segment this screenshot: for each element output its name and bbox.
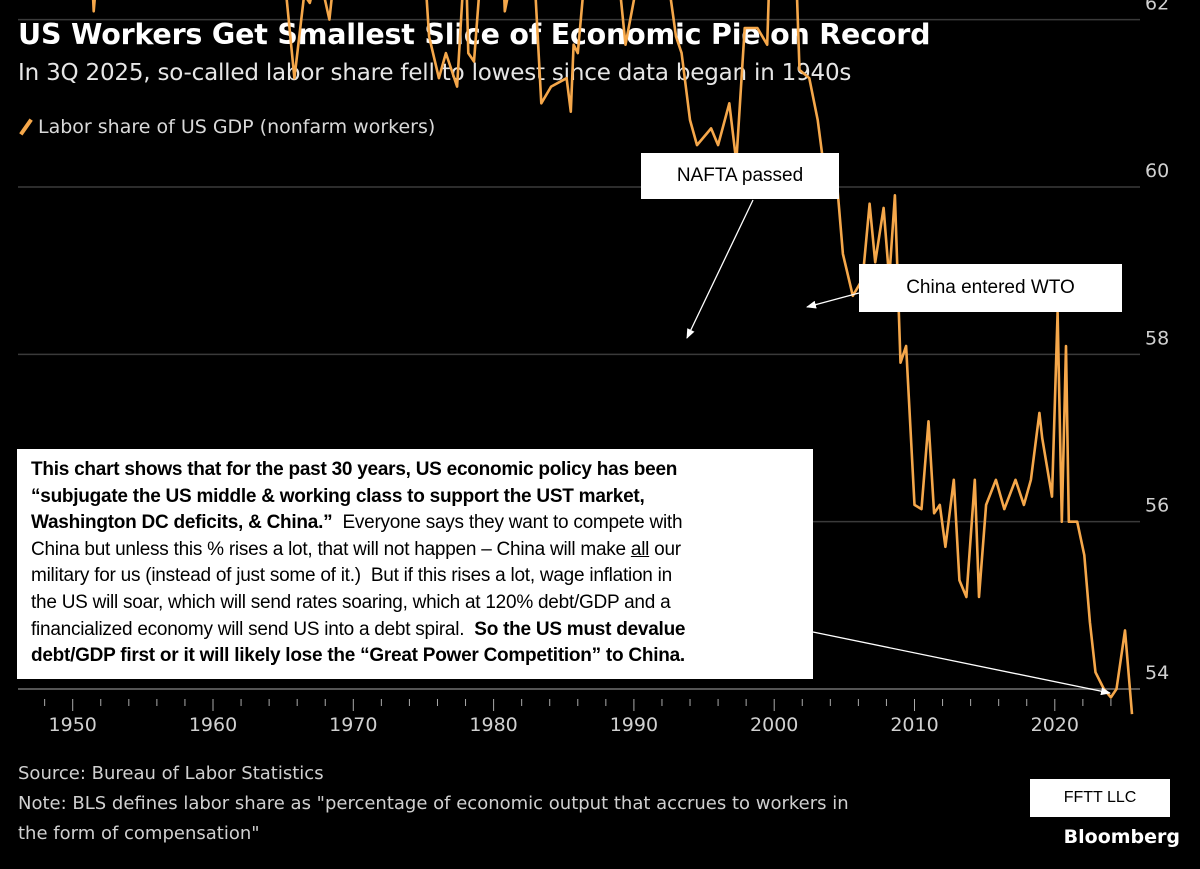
commentary-line: China but unless this % rises a lot, tha… <box>31 537 813 564</box>
x-tick-label: 2000 <box>750 714 798 736</box>
definition-note-line2: the form of compensation" <box>18 823 260 844</box>
x-tick-label: 1950 <box>49 714 97 736</box>
commentary-line: debt/GDP first or it will likely lose th… <box>31 643 813 670</box>
commentary-text: Washington DC deficits, & China.” <box>31 512 332 533</box>
y-tick-label: 54 <box>1145 662 1169 684</box>
commentary-text: all <box>631 539 649 560</box>
commentary-line: financialized economy will send US into … <box>31 617 813 644</box>
line-chart: 66%6462605856541950196019701980199020002… <box>0 0 1200 869</box>
y-tick-label: 58 <box>1145 327 1169 349</box>
wto-arrow <box>807 293 859 307</box>
commentary-text: “subjugate the US middle & working class… <box>31 486 645 507</box>
commentary-line: This chart shows that for the past 30 ye… <box>31 457 813 484</box>
y-tick-label: 62 <box>1145 0 1169 15</box>
commentary-line: “subjugate the US middle & working class… <box>31 484 813 511</box>
commentary-text: debt/GDP first or it will likely lose th… <box>31 645 685 666</box>
nafta-arrow <box>687 200 753 338</box>
annotation-china-wto: China entered WTO <box>859 264 1122 312</box>
commentary-text: China but unless this % rises a lot, tha… <box>31 539 631 560</box>
y-tick-label: 60 <box>1145 160 1169 182</box>
commentary-line: Washington DC deficits, & China.” Everyo… <box>31 510 813 537</box>
x-tick-label: 1990 <box>610 714 658 736</box>
commentary-arrow <box>813 632 1110 693</box>
commentary-box: This chart shows that for the past 30 ye… <box>17 449 813 679</box>
bloomberg-logo: Bloomberg <box>1064 826 1180 848</box>
commentary-text: This chart shows that for the past 30 ye… <box>31 459 677 480</box>
commentary-text: military for us (instead of just some of… <box>31 565 672 586</box>
commentary-text: financialized economy will send US into … <box>31 619 474 640</box>
x-tick-label: 1960 <box>189 714 237 736</box>
source-note: Source: Bureau of Labor Statistics <box>18 763 324 784</box>
annotation-nafta: NAFTA passed <box>641 153 839 199</box>
commentary-text: our <box>649 539 681 560</box>
fftt-watermark: FFTT LLC <box>1030 779 1170 817</box>
commentary-text: So the US must devalue <box>474 619 685 640</box>
y-tick-label: 56 <box>1145 495 1169 517</box>
commentary-text: Everyone says they want to compete with <box>332 512 682 533</box>
x-tick-label: 2010 <box>890 714 938 736</box>
x-tick-label: 2020 <box>1031 714 1079 736</box>
x-tick-label: 1970 <box>329 714 377 736</box>
definition-note-line1: Note: BLS defines labor share as "percen… <box>18 793 849 814</box>
commentary-line: the US will soar, which will send rates … <box>31 590 813 617</box>
commentary-line: military for us (instead of just some of… <box>31 563 813 590</box>
commentary-text: the US will soar, which will send rates … <box>31 592 670 613</box>
x-tick-label: 1980 <box>469 714 517 736</box>
